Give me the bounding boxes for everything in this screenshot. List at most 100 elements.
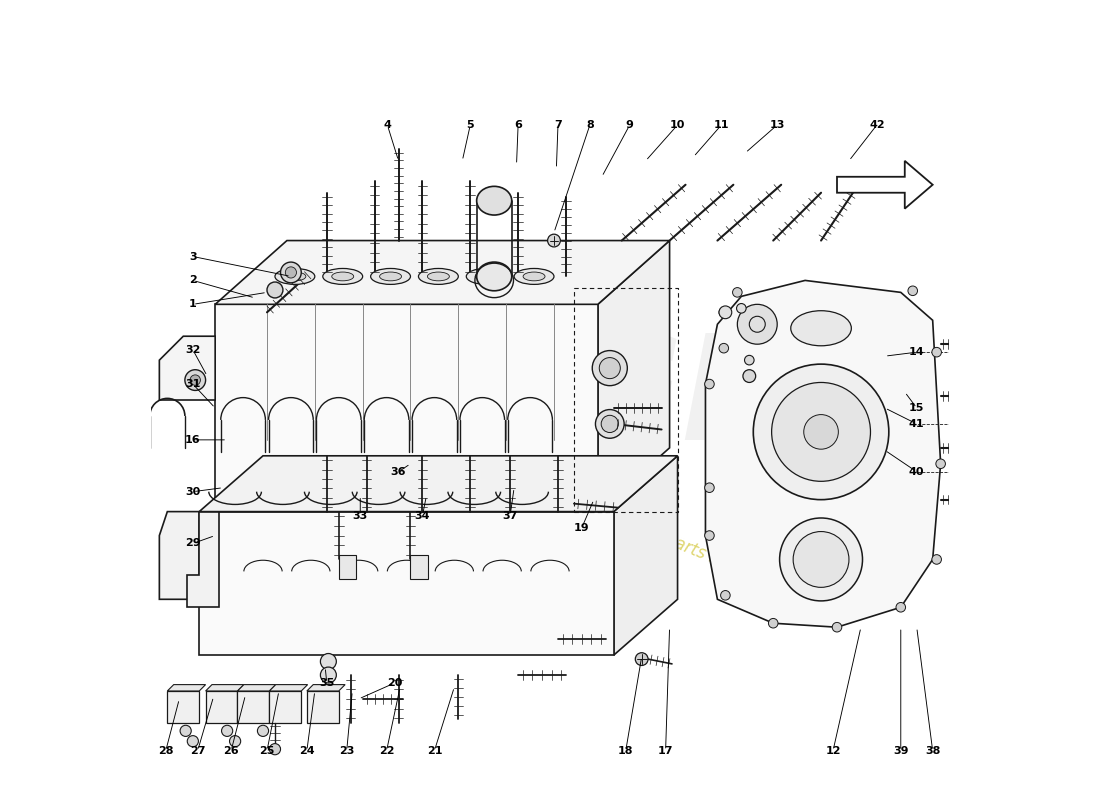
Circle shape — [548, 234, 560, 247]
Ellipse shape — [524, 272, 544, 281]
Text: 34: 34 — [415, 510, 430, 521]
Text: 27: 27 — [190, 746, 206, 756]
Circle shape — [187, 736, 198, 746]
Circle shape — [185, 370, 206, 390]
Polygon shape — [238, 691, 270, 723]
Circle shape — [320, 654, 337, 670]
Ellipse shape — [791, 310, 851, 346]
Text: 24: 24 — [299, 746, 315, 756]
Text: 30: 30 — [185, 486, 200, 497]
Text: 2: 2 — [189, 275, 197, 286]
Ellipse shape — [428, 272, 450, 281]
Circle shape — [705, 379, 714, 389]
Ellipse shape — [466, 269, 506, 285]
Polygon shape — [206, 691, 238, 723]
Ellipse shape — [418, 269, 459, 285]
Circle shape — [908, 286, 917, 295]
Polygon shape — [167, 685, 206, 691]
Text: 22: 22 — [378, 746, 394, 756]
Circle shape — [742, 370, 756, 382]
Ellipse shape — [371, 269, 410, 285]
Polygon shape — [238, 685, 276, 691]
Text: 23: 23 — [339, 746, 354, 756]
Circle shape — [280, 262, 301, 283]
Ellipse shape — [322, 269, 363, 285]
Text: 3: 3 — [189, 251, 197, 262]
Circle shape — [769, 618, 778, 628]
Text: 17: 17 — [658, 746, 673, 756]
Text: 15: 15 — [909, 403, 924, 413]
Text: 6: 6 — [514, 120, 522, 130]
Circle shape — [257, 726, 268, 737]
Text: 21: 21 — [427, 746, 442, 756]
Text: 10: 10 — [670, 120, 685, 130]
Ellipse shape — [332, 272, 354, 281]
Circle shape — [754, 364, 889, 500]
Circle shape — [896, 602, 905, 612]
Polygon shape — [216, 241, 670, 304]
Text: 29: 29 — [185, 538, 200, 549]
Text: 25: 25 — [260, 746, 275, 756]
Circle shape — [595, 410, 624, 438]
Polygon shape — [307, 691, 339, 723]
Text: 38: 38 — [925, 746, 940, 756]
Ellipse shape — [514, 269, 554, 285]
Polygon shape — [597, 241, 670, 512]
Text: 9: 9 — [626, 120, 634, 130]
Circle shape — [733, 287, 742, 297]
Text: 32: 32 — [185, 345, 200, 354]
Polygon shape — [160, 512, 199, 599]
Ellipse shape — [475, 272, 497, 281]
Circle shape — [720, 590, 730, 600]
Text: 37: 37 — [503, 510, 518, 521]
Polygon shape — [167, 691, 199, 723]
Ellipse shape — [476, 186, 512, 215]
Circle shape — [180, 726, 191, 737]
Text: 19: 19 — [574, 522, 590, 533]
Circle shape — [705, 530, 714, 540]
Polygon shape — [837, 161, 933, 209]
Circle shape — [600, 358, 620, 378]
Text: 31: 31 — [185, 379, 200, 389]
Text: 35: 35 — [319, 678, 334, 688]
Text: 4: 4 — [384, 120, 392, 130]
Circle shape — [936, 459, 945, 469]
Circle shape — [320, 667, 337, 683]
Text: 7: 7 — [554, 120, 562, 130]
Text: 40: 40 — [909, 466, 924, 477]
Text: 8: 8 — [586, 120, 594, 130]
Polygon shape — [160, 336, 216, 400]
Text: 28: 28 — [158, 746, 174, 756]
Polygon shape — [206, 685, 244, 691]
Text: 16: 16 — [185, 435, 200, 445]
Circle shape — [749, 316, 766, 332]
Text: 41: 41 — [909, 419, 924, 429]
Ellipse shape — [476, 262, 512, 290]
Polygon shape — [270, 691, 301, 723]
Circle shape — [190, 375, 200, 386]
Text: 36: 36 — [390, 466, 406, 477]
Polygon shape — [614, 456, 678, 655]
Text: 39: 39 — [893, 746, 909, 756]
Circle shape — [804, 414, 838, 449]
Circle shape — [719, 343, 728, 353]
Text: 20: 20 — [387, 678, 403, 688]
Circle shape — [719, 306, 732, 318]
Circle shape — [932, 554, 942, 564]
Text: 42: 42 — [869, 120, 884, 130]
Ellipse shape — [379, 272, 401, 281]
Text: 5: 5 — [466, 120, 474, 130]
Polygon shape — [187, 512, 219, 607]
Polygon shape — [199, 512, 614, 655]
Bar — [410, 555, 428, 579]
Text: 14: 14 — [909, 347, 924, 357]
Circle shape — [592, 350, 627, 386]
Circle shape — [636, 653, 648, 666]
Circle shape — [267, 282, 283, 298]
Circle shape — [230, 736, 241, 746]
Polygon shape — [307, 685, 345, 691]
Polygon shape — [216, 304, 597, 512]
Text: 11: 11 — [714, 120, 729, 130]
Circle shape — [745, 355, 755, 365]
Circle shape — [221, 726, 233, 737]
